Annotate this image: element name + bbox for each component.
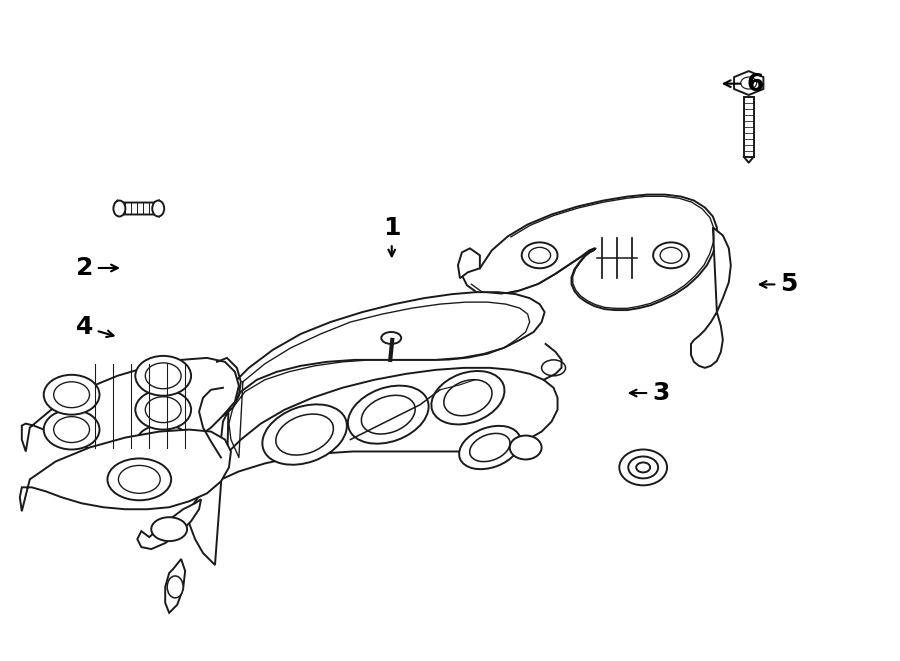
Ellipse shape bbox=[145, 363, 181, 389]
Ellipse shape bbox=[522, 243, 557, 268]
Ellipse shape bbox=[167, 576, 183, 598]
Text: 6: 6 bbox=[724, 71, 763, 96]
Ellipse shape bbox=[152, 200, 164, 217]
Ellipse shape bbox=[619, 449, 667, 485]
Ellipse shape bbox=[44, 410, 100, 449]
Text: 2: 2 bbox=[76, 256, 118, 280]
Ellipse shape bbox=[263, 405, 347, 465]
Ellipse shape bbox=[135, 356, 191, 396]
Polygon shape bbox=[138, 499, 201, 549]
Polygon shape bbox=[734, 71, 763, 95]
Text: 3: 3 bbox=[630, 381, 670, 405]
Ellipse shape bbox=[382, 332, 401, 344]
Ellipse shape bbox=[54, 416, 89, 442]
Ellipse shape bbox=[528, 247, 551, 263]
Ellipse shape bbox=[653, 243, 689, 268]
Polygon shape bbox=[20, 430, 231, 511]
Ellipse shape bbox=[628, 457, 658, 479]
Polygon shape bbox=[166, 559, 185, 613]
Ellipse shape bbox=[275, 414, 333, 455]
Ellipse shape bbox=[107, 459, 171, 500]
Polygon shape bbox=[458, 249, 480, 278]
Ellipse shape bbox=[135, 390, 191, 430]
Ellipse shape bbox=[470, 434, 510, 461]
Polygon shape bbox=[221, 292, 544, 473]
Ellipse shape bbox=[542, 360, 565, 376]
Ellipse shape bbox=[444, 379, 492, 416]
Ellipse shape bbox=[135, 424, 191, 465]
Ellipse shape bbox=[636, 463, 650, 473]
Ellipse shape bbox=[119, 465, 160, 493]
Ellipse shape bbox=[362, 395, 415, 434]
Ellipse shape bbox=[151, 517, 187, 541]
Polygon shape bbox=[743, 97, 753, 157]
Ellipse shape bbox=[741, 77, 757, 89]
Polygon shape bbox=[691, 227, 731, 368]
Ellipse shape bbox=[459, 426, 520, 469]
Polygon shape bbox=[22, 358, 238, 453]
Polygon shape bbox=[189, 368, 557, 565]
Polygon shape bbox=[115, 200, 161, 217]
Text: 4: 4 bbox=[76, 315, 113, 339]
Ellipse shape bbox=[145, 432, 181, 457]
Ellipse shape bbox=[44, 375, 100, 414]
Ellipse shape bbox=[660, 247, 682, 263]
Ellipse shape bbox=[54, 382, 89, 408]
Text: 1: 1 bbox=[383, 216, 400, 256]
Text: 5: 5 bbox=[760, 272, 797, 296]
Ellipse shape bbox=[509, 436, 542, 459]
Ellipse shape bbox=[195, 393, 221, 410]
Ellipse shape bbox=[348, 385, 428, 444]
Ellipse shape bbox=[113, 200, 125, 217]
Ellipse shape bbox=[431, 371, 505, 424]
Ellipse shape bbox=[145, 397, 181, 422]
Polygon shape bbox=[460, 194, 717, 310]
